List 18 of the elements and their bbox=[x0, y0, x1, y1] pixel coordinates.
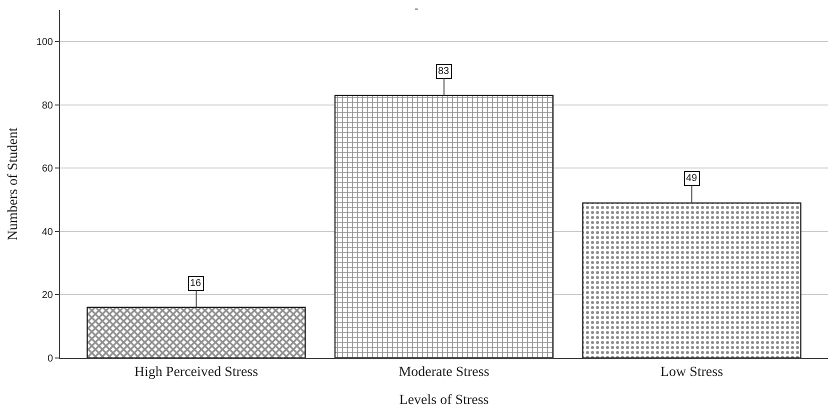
bar bbox=[86, 306, 306, 358]
y-axis-title: Numbers of Student bbox=[6, 128, 21, 240]
chart-title: - bbox=[414, 2, 419, 15]
bar bbox=[582, 202, 802, 358]
y-tick-label: 20 bbox=[42, 290, 54, 302]
bar bbox=[334, 94, 554, 358]
y-tick-label: 100 bbox=[36, 37, 54, 48]
x-tick-label: Moderate Stress bbox=[398, 364, 490, 380]
y-tick-label: 60 bbox=[42, 164, 54, 175]
y-tick-label: 40 bbox=[42, 226, 54, 238]
x-tick-label: High Perceived Stress bbox=[134, 364, 258, 380]
x-axis-title: Levels of Stress bbox=[399, 393, 489, 408]
y-tick-label: 0 bbox=[47, 354, 54, 364]
y-tick-label: 80 bbox=[42, 100, 54, 112]
data-label: 83 bbox=[438, 66, 450, 77]
x-tick-label: Low Stress bbox=[660, 364, 724, 380]
data-label: 49 bbox=[686, 173, 698, 184]
data-label: 16 bbox=[190, 278, 202, 289]
